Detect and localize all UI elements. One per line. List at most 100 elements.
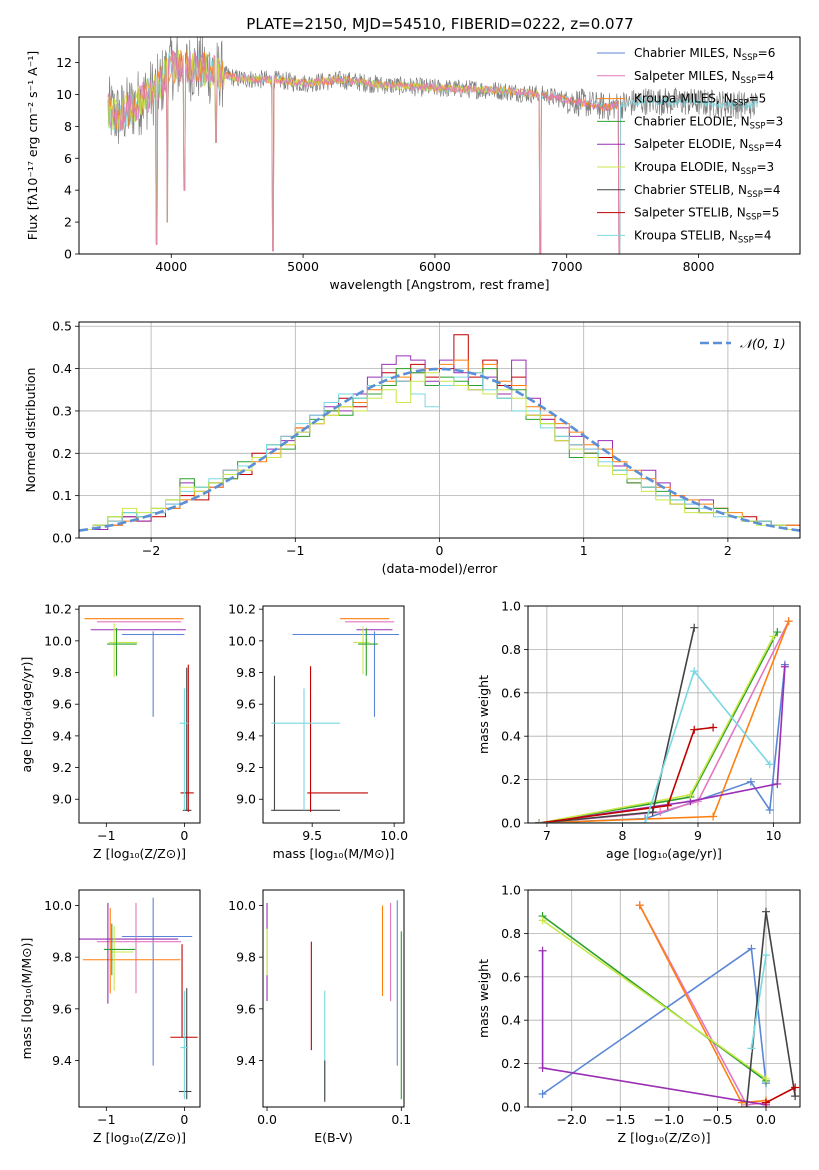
y-tick-label: 0.8 — [501, 642, 521, 657]
weight-marker — [765, 805, 774, 814]
y-tick-label: 9.8 — [52, 950, 72, 965]
y-tick-label: 0.6 — [501, 685, 521, 700]
y-tick-label: 9.0 — [236, 792, 256, 807]
x-axis-label: E(B-V) — [314, 1130, 353, 1145]
residuals-axes: −2 −1 0 1 2 0.0 0.1 0.2 0.3 0.4 0.5 (data-model)/er… — [23, 319, 800, 576]
spectrum-axes: 4000 5000 6000 7000 8000 0 2 4 6 8 10 12 wavelength … — [25, 51, 714, 292]
y-axis-label: mass weight — [476, 675, 491, 754]
y-tick-label: 9.4 — [236, 728, 256, 743]
y-tick-label: 10.2 — [44, 602, 72, 617]
legend-entry: Salpeter MILES, NSSP=4 — [634, 69, 774, 86]
histogram-legend: 𝒩(0, 1) — [700, 336, 786, 351]
weight-marker — [641, 819, 650, 823]
errorbar-salpeter-miles — [96, 902, 182, 994]
weight-line — [542, 947, 767, 1095]
y-tick-label: 10 — [56, 87, 72, 102]
weight-line — [539, 627, 695, 823]
spectrum-frame — [78, 36, 801, 255]
y-tick-label: 0.1 — [52, 488, 72, 503]
weight-series-chabrier-elodie — [535, 628, 782, 823]
mass-vs-Z-axes: −1 0 9.4 9.6 9.8 10.0 Z [log₁₀(Z/Z⊙)] mass [log… — [19, 898, 188, 1145]
x-tick-label: 8 — [618, 828, 626, 843]
model-spectrum-salpeter-miles — [107, 49, 620, 254]
x-tick-label: 4000 — [155, 259, 187, 274]
errorbar-salpeter-stelib — [307, 666, 368, 812]
y-tick-label: 0 — [64, 247, 72, 262]
errorbar-kroupa-miles — [82, 908, 181, 994]
y-tick-label: 0.8 — [501, 926, 521, 941]
y-tick-label: 9.4 — [52, 1053, 72, 1068]
y-tick-label: 0.4 — [501, 1013, 521, 1028]
weight-marker — [769, 632, 778, 641]
x-tick-label: 5000 — [287, 259, 319, 274]
weight-marker — [690, 667, 699, 676]
residuals-frame — [78, 321, 801, 539]
errorbar-kroupa-stelib — [180, 990, 189, 1100]
errorbar-salpeter-stelib — [180, 664, 194, 812]
weight-marker — [538, 1089, 547, 1098]
weight-marker — [535, 819, 544, 823]
weight-series-salpeter-miles — [535, 617, 793, 823]
y-axis-label: mass [log₁₀(M/M⊙)] — [19, 938, 34, 1060]
x-tick-label: −1.0 — [654, 1112, 684, 1127]
errorbar-salpeter-elodie — [79, 902, 179, 1004]
y-tick-label: 0.2 — [501, 1056, 521, 1071]
legend-entry: Chabrier STELIB, NSSP=4 — [634, 183, 781, 200]
weight-marker — [773, 628, 782, 637]
y-tick-label: 0.3 — [52, 403, 72, 418]
histogram-plot — [79, 334, 800, 538]
x-tick-label: 0.0 — [257, 1112, 277, 1127]
x-tick-label: 9.5 — [302, 828, 322, 843]
x-tick-label: −1 — [97, 1112, 115, 1127]
x-axis-label: age [log₁₀(age/yr)] — [606, 846, 722, 861]
x-tick-label: 0.0 — [756, 1112, 776, 1127]
weight-vs-age-frame — [527, 605, 801, 824]
weight-series-chabrier-stelib — [742, 907, 800, 1107]
weight-marker — [648, 808, 657, 817]
legend-entry: Kroupa STELIB, NSSP=4 — [634, 228, 772, 245]
weight-series-kroupa-miles — [535, 617, 793, 823]
weight-vs-Z-frame — [527, 889, 801, 1108]
weight-marker — [686, 790, 695, 799]
weight-marker — [742, 1103, 751, 1107]
y-axis-label: Normed distribution — [23, 368, 38, 493]
mass-vs-Z-frame — [78, 889, 201, 1108]
legend-entry: Kroupa ELODIE, NSSP=3 — [634, 160, 774, 177]
weight-series-chabrier-stelib — [535, 623, 699, 823]
y-tick-label: 9.2 — [52, 760, 72, 775]
y-tick-label: 12 — [56, 55, 72, 70]
mass-vs-EBV-frame — [262, 889, 405, 1108]
x-tick-label: 9 — [694, 828, 702, 843]
x-tick-label: −1 — [286, 543, 304, 558]
panels-layer: 4000 5000 6000 7000 8000024681012wavelength … — [19, 36, 801, 1145]
y-tick-label: 10.2 — [228, 602, 256, 617]
weight-series-chabrier-miles — [538, 944, 770, 1098]
weight-vs-Z-axes: −2.0 −1.5 −1.0 −0.5 0.0 0.0 0.2 0.4 0.6 0.8 1.0 Z [… — [476, 883, 800, 1145]
y-tick-label: 9.2 — [236, 760, 256, 775]
weight-marker — [762, 907, 770, 916]
weight-marker — [635, 901, 644, 910]
weight-marker — [762, 1074, 770, 1083]
weight-marker — [709, 812, 718, 821]
weight-line — [539, 669, 771, 823]
age-vs-mass-axes: 9.5 10.0 9.0 9.2 9.4 9.6 9.8 10.0 10.2 mass [log₁… — [228, 602, 408, 861]
errorbar-chabrier-miles — [121, 897, 193, 1066]
x-axis-label: Z [log₁₀(Z/Z⊙)] — [618, 1130, 711, 1145]
y-tick-label: 10.0 — [44, 633, 72, 648]
errorbar-kroupa-elodie — [353, 626, 370, 675]
weight-marker — [784, 617, 793, 626]
errorbar-kroupa-stelib — [271, 688, 341, 811]
errorbar-kroupa-elodie — [110, 926, 134, 991]
weight-line — [539, 631, 779, 823]
y-tick-label: 9.6 — [236, 697, 256, 712]
weight-vs-age-axes: 7 8 9 10 0.0 0.2 0.4 0.6 0.8 1.0 age [log₁₀(age/yr… — [476, 599, 800, 861]
weight-series-salpeter-stelib — [535, 723, 718, 823]
weight-marker — [773, 779, 782, 788]
age-vs-mass-frame — [262, 605, 405, 824]
y-tick-label: 10.0 — [44, 898, 72, 913]
legend-entry: 𝒩(0, 1) — [740, 336, 786, 351]
y-tick-label: 10.0 — [228, 633, 256, 648]
weight-marker — [538, 916, 547, 925]
spectrum-plot — [107, 37, 758, 254]
y-tick-label: 1.0 — [501, 883, 521, 898]
